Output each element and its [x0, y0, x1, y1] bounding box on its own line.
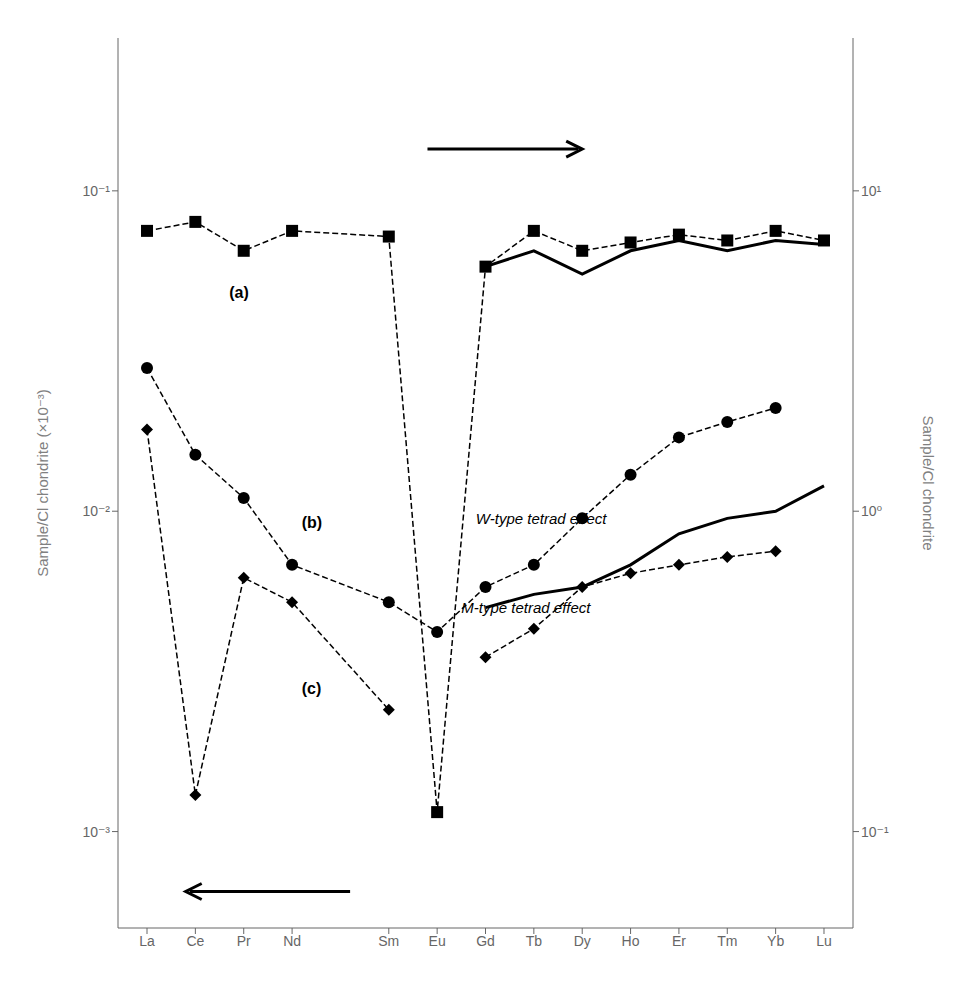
svg-text:La: La: [139, 933, 155, 949]
svg-text:(a): (a): [229, 284, 249, 301]
svg-text:Dy: Dy: [574, 933, 591, 949]
svg-text:Tb: Tb: [526, 933, 543, 949]
svg-text:Lu: Lu: [816, 933, 832, 949]
svg-text:10⁻¹: 10⁻¹: [861, 824, 889, 840]
svg-text:10¹: 10¹: [861, 183, 882, 199]
svg-text:Gd: Gd: [476, 933, 495, 949]
svg-text:Ce: Ce: [186, 933, 204, 949]
svg-text:Sample/Cl chondrite (×10⁻³): Sample/Cl chondrite (×10⁻³): [34, 389, 51, 577]
svg-text:Sample/Cl chondrite: Sample/Cl chondrite: [920, 415, 937, 550]
svg-text:M-type tetrad effect: M-type tetrad effect: [461, 599, 591, 616]
svg-text:Nd: Nd: [283, 933, 301, 949]
svg-text:10⁻²: 10⁻²: [82, 503, 110, 519]
svg-text:(c): (c): [302, 680, 322, 697]
svg-text:10⁰: 10⁰: [861, 503, 883, 519]
svg-text:10⁻¹: 10⁻¹: [82, 183, 110, 199]
svg-text:Sm: Sm: [378, 933, 399, 949]
svg-text:Er: Er: [672, 933, 686, 949]
svg-text:Eu: Eu: [429, 933, 446, 949]
svg-text:Yb: Yb: [767, 933, 784, 949]
svg-text:Pr: Pr: [237, 933, 251, 949]
svg-text:(b): (b): [302, 514, 322, 531]
svg-text:Tm: Tm: [717, 933, 737, 949]
svg-text:Ho: Ho: [622, 933, 640, 949]
svg-text:W-type tetrad effect: W-type tetrad effect: [476, 510, 607, 527]
svg-text:10⁻³: 10⁻³: [82, 824, 110, 840]
